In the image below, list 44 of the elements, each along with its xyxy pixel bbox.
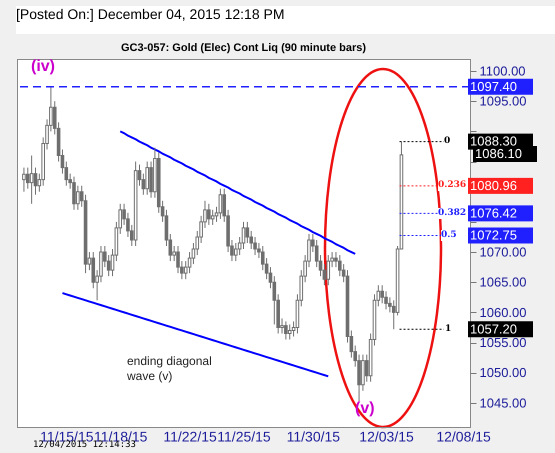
candlestick — [145, 161, 149, 196]
ref-line-label: 1080.96 — [470, 178, 517, 193]
y-tick-label: 1065.00 — [480, 274, 526, 290]
annotation: 1 — [445, 324, 452, 335]
text: 12/04/2015 12:14:33 — [33, 440, 136, 450]
text: 1086.10 — [473, 146, 537, 162]
candlestick — [26, 167, 30, 190]
candlestick — [22, 167, 26, 192]
y-tick-label: 1050.00 — [480, 365, 526, 380]
candlestick — [253, 236, 257, 256]
candlestick — [207, 203, 211, 226]
x-tick-label: 11/25/15 — [217, 428, 271, 444]
annotation: (iv) — [31, 58, 55, 76]
ref-line-label: 1076.42 — [470, 205, 517, 220]
text: [Posted On:] December 04, 2015 12:18 PM — [16, 6, 555, 34]
candlestick — [76, 185, 80, 210]
ref-line-label: 1057.20 — [470, 321, 517, 336]
annotation: 0.5 — [441, 230, 457, 241]
candlestick — [72, 176, 76, 210]
annotation: ending diagonal wave (v) — [127, 354, 213, 384]
y-tick-label: 1070.00 — [480, 244, 526, 260]
y-tick-label: 1060.00 — [480, 304, 526, 320]
annotation: 0.382 — [438, 208, 466, 219]
candlestick — [30, 155, 34, 204]
x-tick-label: 11/30/15 — [286, 428, 340, 444]
candlestick — [288, 324, 292, 340]
ref-line-label: 1072.75 — [470, 227, 517, 242]
ref-line-label: 1097.40 — [470, 78, 517, 94]
candlestick — [218, 188, 222, 220]
annotation: 0.236 — [438, 180, 466, 191]
chart-title: GC3-057: Gold (Elec) Cont Liq (90 minute bars) — [120, 42, 366, 54]
annotation: 0 — [444, 136, 450, 147]
x-tick-label: 11/22/15 — [163, 428, 218, 444]
candlestick — [210, 209, 214, 226]
y-tick-label: 1095.00 — [480, 94, 526, 109]
candlestick — [284, 320, 288, 340]
y-tick-label: 1100.00 — [480, 64, 526, 79]
x-tick-label: 12/03/15 — [359, 428, 414, 444]
y-tick-label: 1045.00 — [480, 395, 526, 410]
y-tick-label: 1055.00 — [480, 335, 526, 350]
line-series — [119, 130, 356, 255]
x-tick-label: 12/08/15 — [436, 428, 492, 444]
candlestick — [326, 254, 330, 286]
ref-line-label: 1088.30 — [470, 134, 517, 149]
